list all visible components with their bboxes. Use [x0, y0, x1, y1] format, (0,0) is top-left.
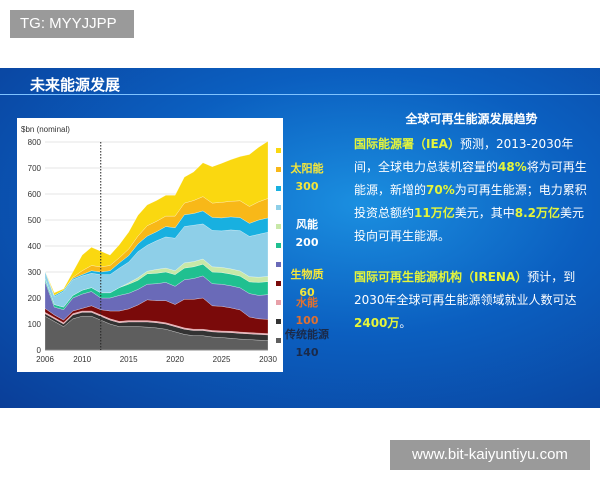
y-tick-label: 500: [28, 216, 42, 225]
legend-entry: 生物质 60: [282, 266, 332, 299]
body-text: 预计，到2030年全球可再生能源领域就业人数可达: [354, 270, 577, 307]
watermark-top: TG: MYYJJPP: [10, 10, 134, 38]
legend-swatch: [276, 243, 281, 248]
legend-entry: 太阳能 300: [282, 160, 332, 193]
slide: 未来能源发展 $bn (nominal) 0 100 200 300 400 500 600 7…: [0, 68, 600, 408]
iea-paragraph: 国际能源署（IEA）预测，2013-2030年间，全球电力总装机容量的48%将为…: [354, 133, 589, 248]
y-tick-label: 800: [28, 138, 42, 147]
slide-title: 未来能源发展: [30, 76, 121, 94]
legend-swatch: [276, 167, 281, 172]
highlight-text: 8.2万亿: [514, 206, 560, 220]
legend-swatch: [276, 186, 281, 191]
y-axis-label: $bn (nominal): [21, 125, 70, 134]
legend-label: 水能: [296, 296, 318, 309]
body-text: 为可再生能源；电力累积投资总额约: [354, 183, 587, 220]
legend-swatch: [276, 338, 281, 343]
x-tick-label: 2015: [120, 355, 138, 364]
highlight-text: 国际可再生能源机构（IRENA）: [354, 270, 528, 284]
legend-swatch: [276, 319, 281, 324]
legend-swatch: [276, 148, 281, 153]
investment-chart: $bn (nominal) 0 100 200 300 400 500 600 700 800 20…: [17, 118, 283, 372]
chart-legend: 太阳能 300 风能 200 生物质 60 水能 100 传统能源 140: [272, 148, 332, 378]
legend-entry: 风能 200: [282, 216, 332, 249]
highlight-text: 11万亿: [414, 206, 455, 220]
legend-entry: 传统能源 140: [282, 326, 332, 359]
y-tick-label: 600: [28, 190, 42, 199]
legend-value: 140: [295, 346, 319, 359]
body-text: 美元，其中: [454, 206, 515, 220]
stacked-area-chart: $bn (nominal) 0 100 200 300 400 500 600 700 800 20…: [21, 125, 277, 364]
legend-value: 60: [299, 286, 315, 299]
highlight-text: 48%: [498, 160, 527, 174]
legend-label: 生物质: [290, 268, 324, 281]
y-tick-label: 400: [28, 242, 42, 251]
legend-swatch: [276, 300, 281, 305]
legend-value: 300: [295, 180, 319, 193]
watermark-bottom: www.bit-kaiyuntiyu.com: [390, 440, 590, 470]
legend-swatch: [276, 262, 281, 267]
y-tick-label: 100: [28, 320, 42, 329]
legend-value: 100: [295, 314, 319, 327]
x-tick-label: 2025: [213, 355, 231, 364]
irena-paragraph: 国际可再生能源机构（IRENA）预计，到2030年全球可再生能源领域就业人数可达…: [354, 266, 589, 335]
x-tick-label: 2030: [259, 355, 277, 364]
legend-label: 风能: [296, 218, 318, 231]
right-title: 全球可再生能源发展趋势: [405, 112, 538, 126]
legend-swatch: [276, 224, 281, 229]
x-tick-label: 2006: [36, 355, 54, 364]
x-tick-label: 2010: [73, 355, 91, 364]
legend-swatch: [276, 281, 281, 286]
y-tick-label: 300: [28, 268, 42, 277]
body-text: 美元投向可再生能源。: [354, 206, 585, 243]
legend-label: 太阳能: [290, 162, 324, 175]
x-tick-label: 2020: [166, 355, 184, 364]
y-tick-label: 0: [37, 346, 42, 355]
body-text: 将为可再生能源，新增的: [354, 160, 587, 197]
highlight-text: 70%: [426, 183, 455, 197]
legend-swatch: [276, 205, 281, 210]
legend-value: 200: [295, 236, 319, 249]
y-tick-label: 200: [28, 294, 42, 303]
title-divider: [0, 94, 600, 95]
y-tick-label: 700: [28, 164, 42, 173]
body-text: 。: [399, 316, 412, 330]
highlight-text: 国际能源署（IEA）: [354, 137, 460, 151]
highlight-text: 2400万: [354, 316, 400, 330]
legend-label: 传统能源: [285, 328, 329, 341]
legend-entry: 水能 100: [282, 294, 332, 327]
text-panel: 全球可再生能源发展趋势 国际能源署（IEA）预测，2013-2030年间，全球电…: [354, 108, 589, 335]
body-text: 预测，2013-2030年间，全球电力总装机容量的: [354, 137, 574, 174]
